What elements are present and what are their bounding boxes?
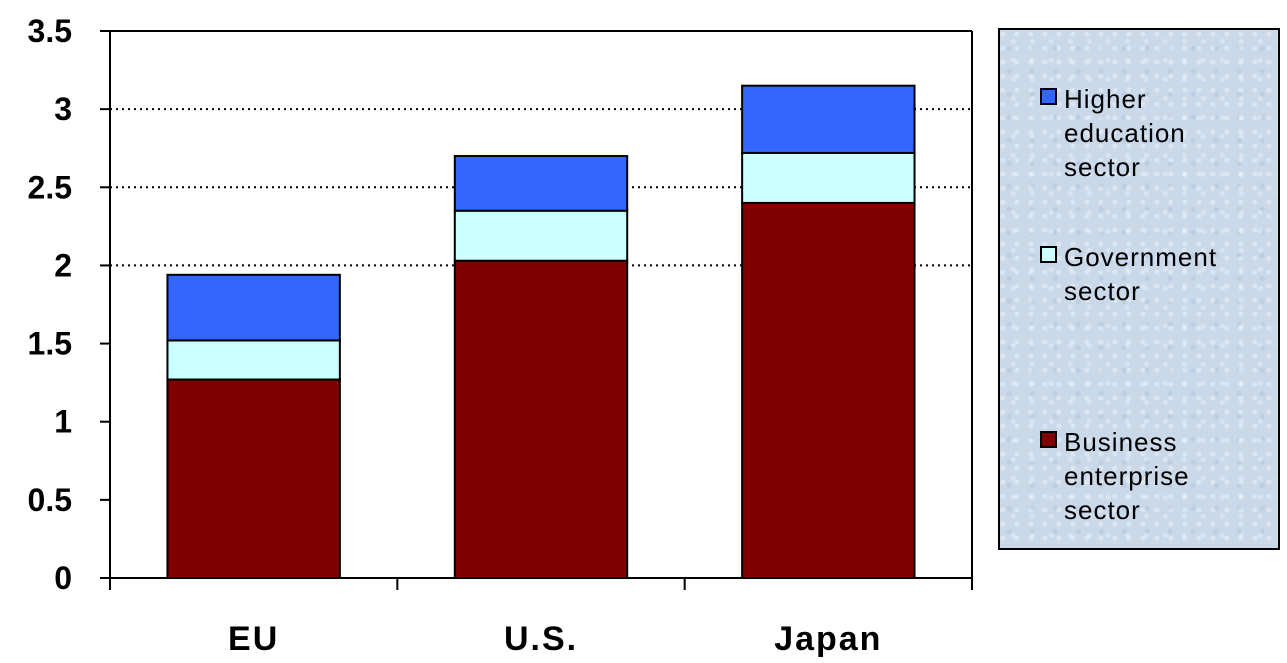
legend: Higher education sector Government secto… (998, 28, 1280, 550)
bars (166, 84, 916, 580)
stacked-bar-chart: 0 0.5 1 1.5 2 2.5 3 3.5 EU U.S. Japan (28, 13, 973, 658)
legend-label-government: Government sector (1064, 242, 1218, 306)
y-tick-label: 3 (54, 91, 72, 127)
legend-swatch-higher-education (1040, 88, 1057, 105)
legend-label-business-enterprise: Business enterprise sector (1064, 427, 1190, 525)
axes (100, 30, 973, 590)
x-category-label: EU (228, 620, 279, 658)
legend-swatch-government (1040, 246, 1057, 263)
bar-segment-japan-0 (741, 201, 916, 580)
y-tick-label: 2.5 (28, 169, 72, 205)
x-category-label: U.S. (504, 620, 578, 658)
y-tick-label: 0.5 (28, 482, 72, 518)
bar-segment-eu-2 (166, 273, 341, 342)
legend-item-higher-education: Higher education sector (1040, 82, 1254, 184)
legend-item-business-enterprise: Business enterprise sector (1040, 425, 1254, 527)
bar-segment-us-1 (453, 209, 629, 262)
bar-segment-eu-1 (166, 339, 341, 381)
legend-item-government: Government sector (1040, 240, 1254, 308)
y-tick-label: 0 (54, 560, 72, 596)
legend-swatch-business-enterprise (1040, 431, 1057, 448)
x-category-label: Japan (774, 620, 882, 658)
bar-segment-us-0 (453, 259, 629, 579)
legend-label-higher-education: Higher education sector (1064, 84, 1186, 182)
x-tick-labels: EU U.S. Japan (228, 620, 882, 658)
y-tick-label: 3.5 (28, 13, 72, 49)
bar-segment-us-2 (453, 155, 629, 212)
y-tick-label: 1 (54, 404, 72, 440)
bar-segment-japan-1 (741, 151, 916, 204)
y-tick-label: 2 (54, 247, 72, 283)
bar-segment-eu-0 (166, 378, 341, 580)
y-tick-label: 1.5 (28, 326, 72, 362)
bar-segment-japan-2 (741, 84, 916, 154)
y-tick-labels: 0 0.5 1 1.5 2 2.5 3 3.5 (28, 13, 72, 596)
